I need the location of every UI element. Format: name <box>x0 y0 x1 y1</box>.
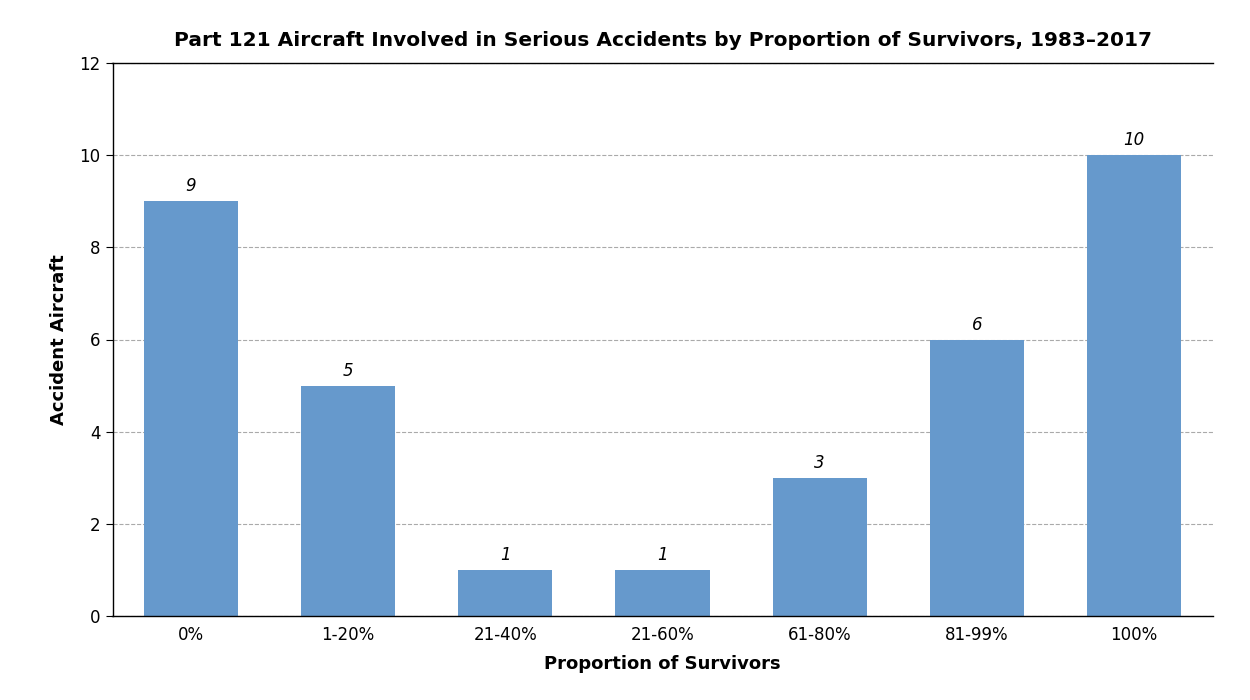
X-axis label: Proportion of Survivors: Proportion of Survivors <box>544 654 781 673</box>
Text: 1: 1 <box>500 546 511 564</box>
Text: 10: 10 <box>1124 131 1145 149</box>
Bar <box>459 570 552 616</box>
Text: 9: 9 <box>186 177 196 195</box>
Bar <box>772 477 866 616</box>
Bar <box>1086 155 1181 616</box>
Bar <box>615 570 710 616</box>
Bar <box>930 340 1024 616</box>
Text: 3: 3 <box>814 454 825 472</box>
Bar <box>144 202 239 616</box>
Y-axis label: Accident Aircraft: Accident Aircraft <box>50 254 69 425</box>
Bar <box>301 386 395 616</box>
Text: 1: 1 <box>658 546 668 564</box>
Text: 6: 6 <box>971 316 982 333</box>
Text: 5: 5 <box>342 362 354 379</box>
Title: Part 121 Aircraft Involved in Serious Accidents by Proportion of Survivors, 1983: Part 121 Aircraft Involved in Serious Ac… <box>174 32 1151 50</box>
